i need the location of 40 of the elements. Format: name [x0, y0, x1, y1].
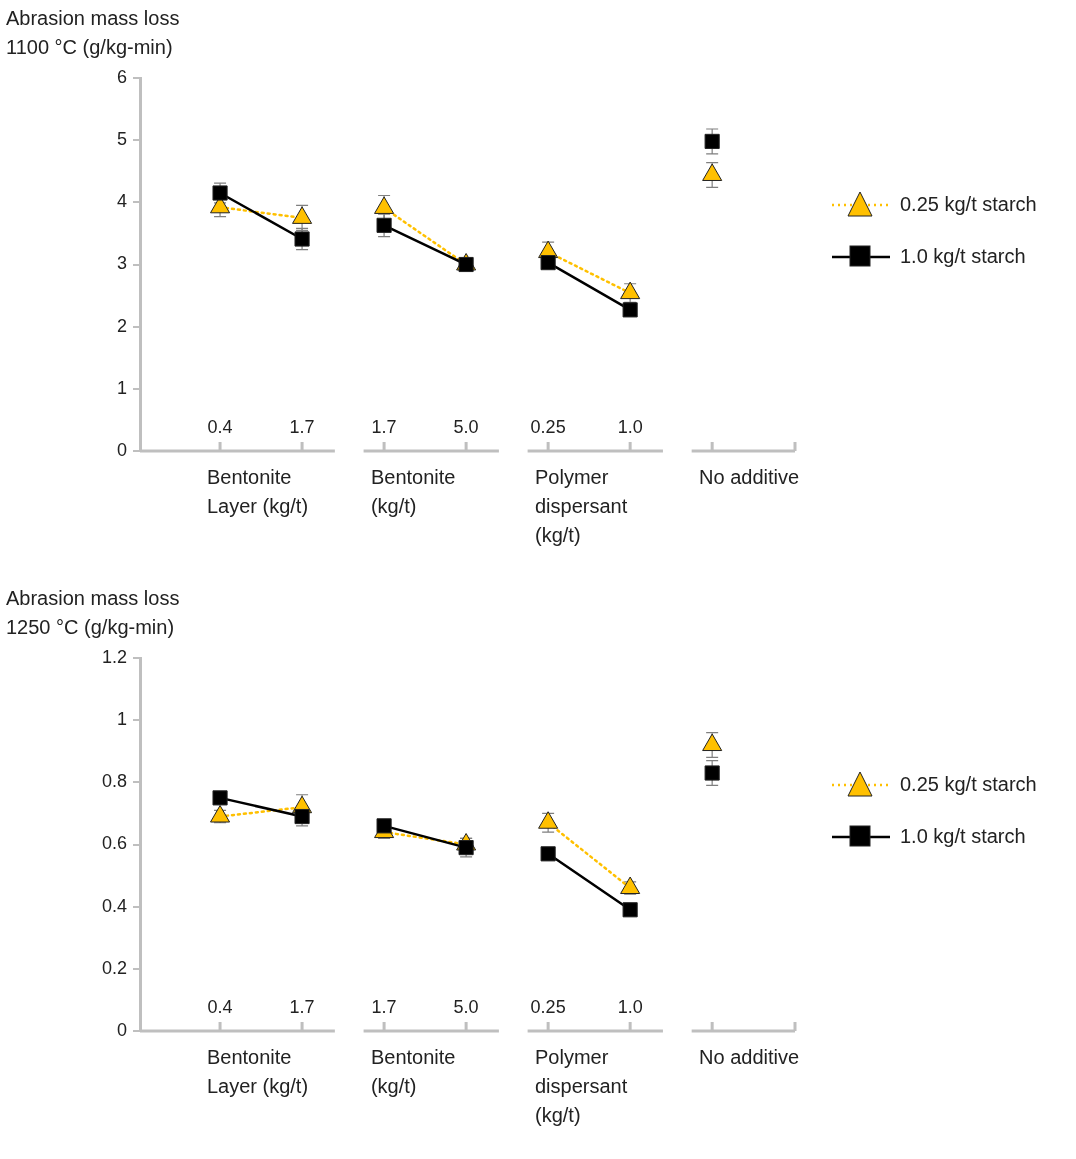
y-tick-label: 6	[116, 66, 127, 87]
y-tick-label: 4	[116, 191, 127, 212]
y-tick-label: 5	[116, 129, 127, 150]
y-tick-label: 2	[116, 315, 127, 336]
text: Polymer dispersant (kg/t)	[535, 1045, 629, 1128]
y-tick-label: 0	[116, 1019, 127, 1040]
y-tick-label: 0	[116, 439, 127, 460]
legend-label: 0.25 kg/t starch	[900, 772, 1037, 796]
x-tick-label: 5.0	[453, 416, 479, 437]
y-tick-label: 1.2	[101, 646, 127, 667]
x-tick-label: 1.0	[617, 996, 643, 1017]
x-tick-label: 0.25	[530, 996, 566, 1017]
x-tick-label: 1.7	[371, 416, 397, 437]
y-tick-label: 1	[116, 377, 127, 398]
y-axis-title: Abrasion mass loss 1100 °C (g/kg-min)	[6, 6, 181, 60]
x-tick-label: 1.7	[371, 996, 397, 1017]
text: Bentonite Layer (kg/t)	[206, 1045, 310, 1099]
text: No additive	[699, 1045, 800, 1070]
y-axis-title: Abrasion mass loss 1250 °C (g/kg-min)	[6, 586, 181, 640]
y-tick-label: 0.2	[101, 957, 127, 978]
y-tick-label: 1	[116, 709, 127, 730]
x-tick-label: 1.7	[289, 416, 315, 437]
text: Bentonite Layer (kg/t)	[206, 465, 310, 519]
legend-label: 0.25 kg/t starch	[900, 192, 1037, 216]
y-tick-label: 0.8	[101, 771, 127, 792]
legend-label: 1.0 kg/t starch	[900, 244, 1026, 268]
x-tick-label: 0.4	[207, 996, 233, 1017]
text: Bentonite (kg/t)	[370, 465, 457, 519]
y-tick-label: 0.4	[101, 895, 127, 916]
x-tick-label: 0.25	[530, 416, 566, 437]
legend-label: 1.0 kg/t starch	[900, 824, 1026, 848]
x-tick-label: 1.7	[289, 996, 315, 1017]
x-tick-label: 5.0	[453, 996, 479, 1017]
x-tick-label: 1.0	[617, 416, 643, 437]
text: Polymer dispersant (kg/t)	[535, 465, 629, 548]
y-tick-label: 3	[116, 253, 127, 274]
y-tick-label: 0.6	[101, 833, 127, 854]
x-tick-label: 0.4	[207, 416, 233, 437]
text: Bentonite (kg/t)	[370, 1045, 457, 1099]
text: No additive	[699, 465, 800, 490]
